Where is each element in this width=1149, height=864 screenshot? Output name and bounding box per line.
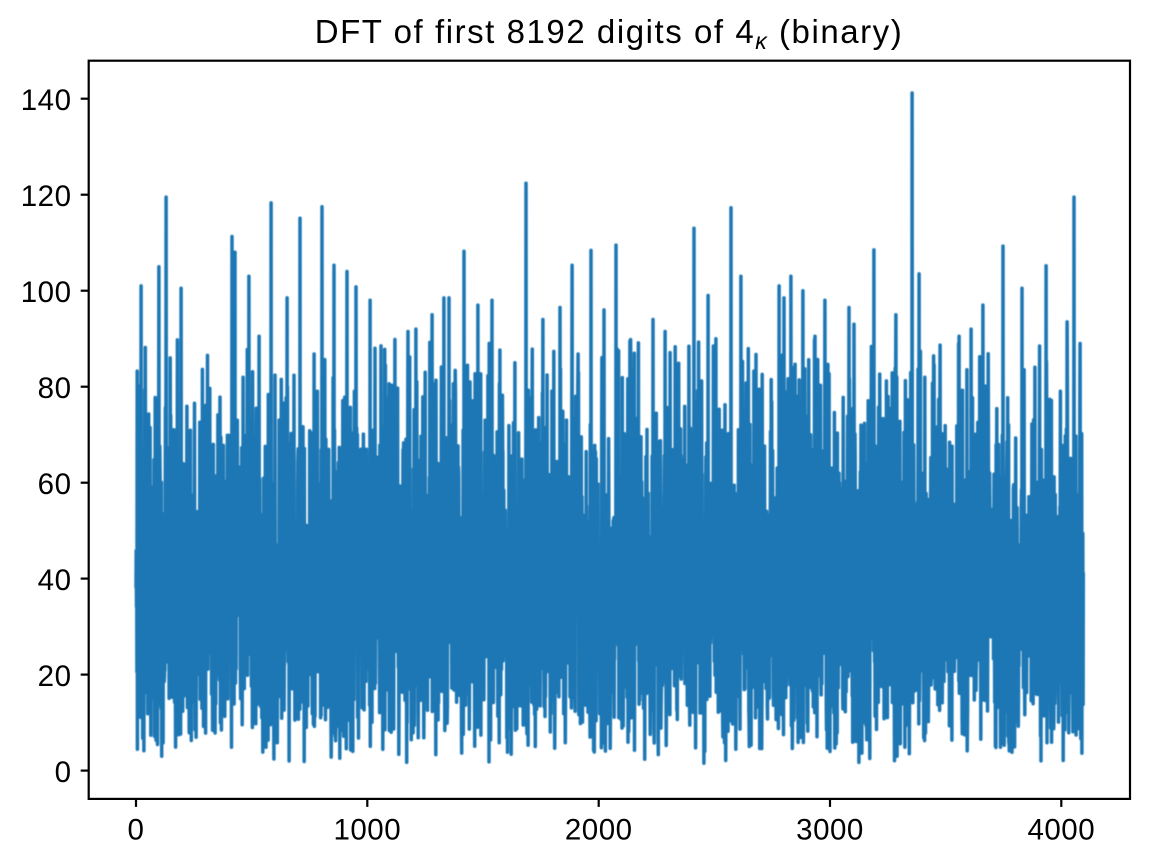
svg-text:2000: 2000 [565, 813, 633, 846]
svg-text:DFT of first 8192 digits of 4κ: DFT of first 8192 digits of 4κ (binary) [315, 13, 904, 54]
svg-text:60: 60 [38, 468, 72, 501]
svg-text:0: 0 [55, 756, 72, 789]
svg-text:1000: 1000 [333, 813, 401, 846]
svg-text:140: 140 [21, 84, 72, 117]
svg-text:20: 20 [38, 660, 72, 693]
svg-text:4000: 4000 [1027, 813, 1095, 846]
svg-text:40: 40 [38, 564, 72, 597]
svg-text:0: 0 [128, 813, 145, 846]
svg-text:3000: 3000 [796, 813, 864, 846]
svg-text:100: 100 [21, 276, 72, 309]
svg-text:80: 80 [38, 372, 72, 405]
svg-text:120: 120 [21, 180, 72, 213]
